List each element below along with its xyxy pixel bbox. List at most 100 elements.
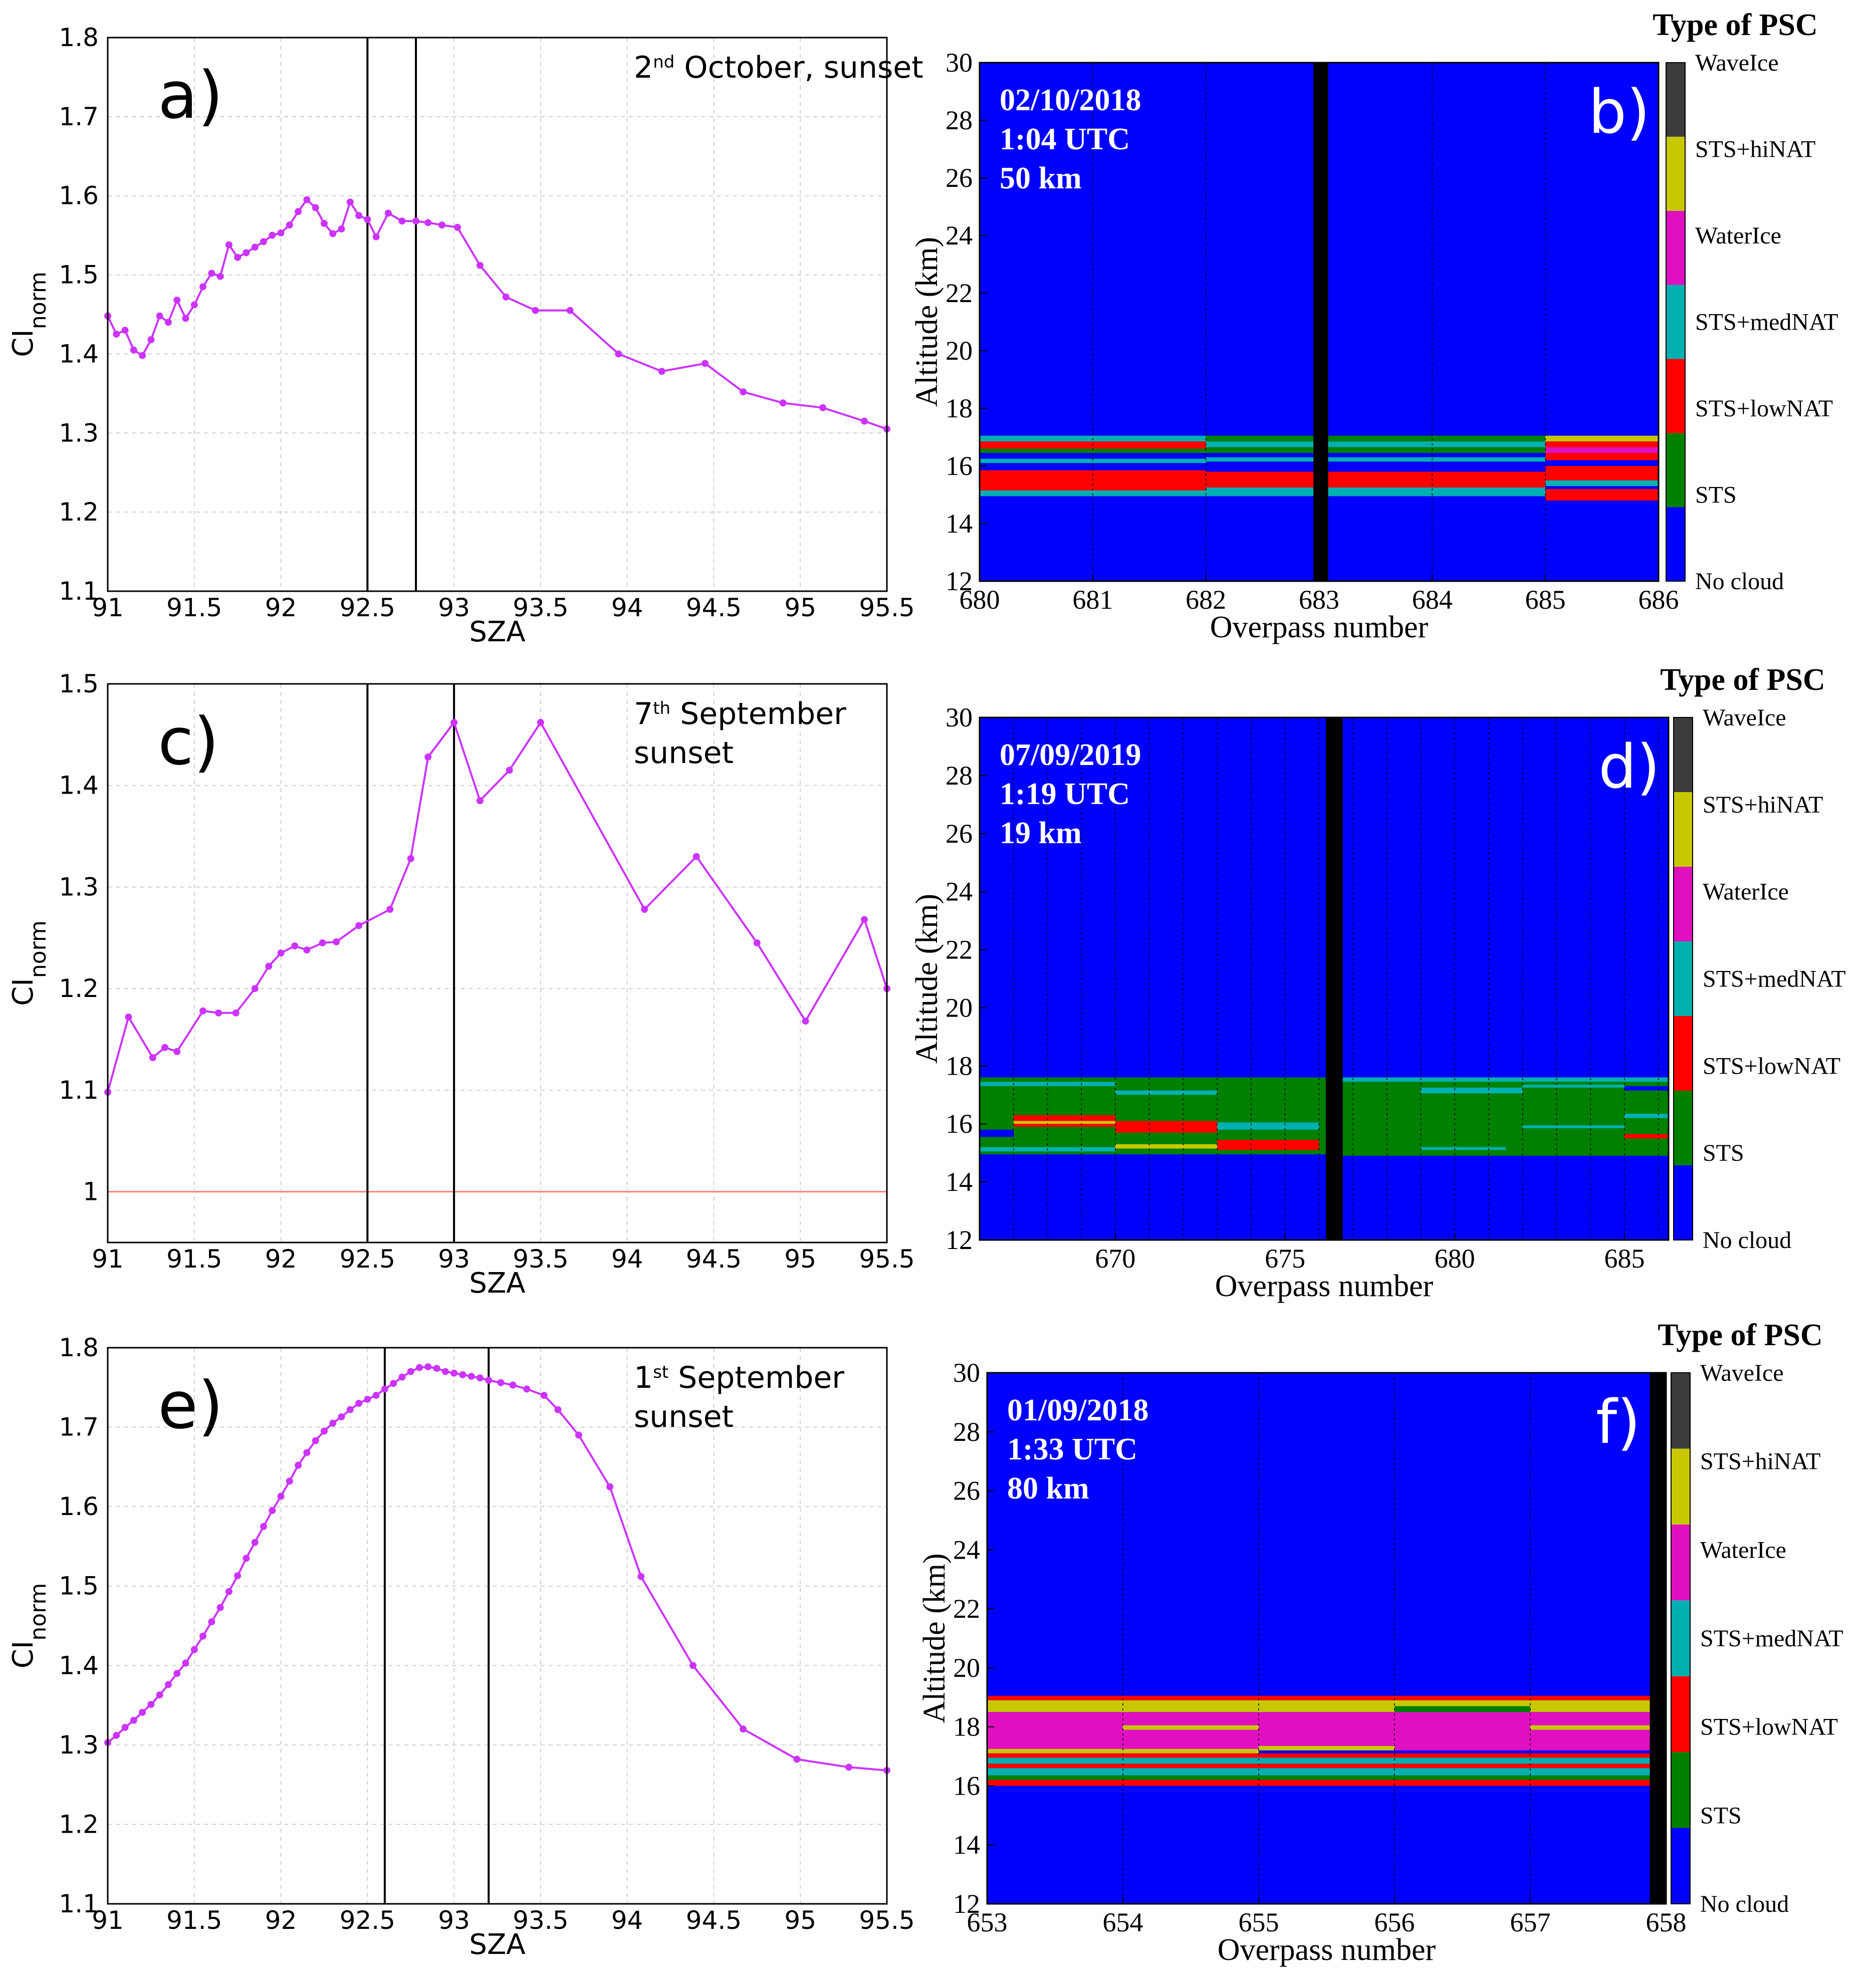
y-tick-label: 20 [946, 336, 973, 366]
y-tick-label: 1.4 [59, 339, 99, 368]
data-point [277, 229, 285, 236]
x-tick-label: 91.5 [166, 1245, 222, 1274]
y-tick-label: 16 [953, 1771, 980, 1801]
colorbar-segment [1666, 507, 1685, 581]
data-point [438, 221, 445, 229]
y-tick-label: 28 [953, 1417, 980, 1447]
cloud-layer-cell [1115, 1144, 1218, 1149]
cloud-layer-cell [980, 448, 1206, 453]
x-tick-label: 95.5 [859, 593, 914, 622]
x-tick-label: 92.5 [340, 1245, 395, 1274]
cloud-layer-cell [980, 490, 1206, 496]
data-point [606, 1483, 614, 1490]
data-point [312, 204, 319, 211]
selected-overpass-band [1650, 1373, 1666, 1904]
date-annotation: 1st September [634, 1360, 844, 1395]
data-point [497, 1379, 505, 1386]
y-tick-label: 1.3 [59, 1730, 99, 1760]
data-point [355, 922, 363, 929]
cloud-layer-cell [1259, 1746, 1394, 1751]
data-point [355, 1400, 363, 1407]
data-point [424, 753, 432, 761]
data-point [398, 217, 406, 225]
data-point [277, 949, 285, 957]
data-point [407, 1368, 414, 1375]
panel-letter: b) [1588, 78, 1650, 147]
colorbar-segment [1666, 210, 1685, 285]
data-point [476, 797, 484, 805]
y-tick-label: 1.5 [59, 1572, 99, 1601]
annotation-day: 2 [634, 50, 653, 85]
cloud-layer-cell [1206, 471, 1546, 488]
y-tick-label: 1.8 [59, 1333, 99, 1362]
cloud-layer-cell [1206, 435, 1546, 442]
data-point [182, 1659, 189, 1667]
colorbar-frame [1671, 1372, 1691, 1904]
y-axis-label: CInorm [7, 920, 51, 1006]
annotation-text: September [668, 1360, 844, 1395]
y-tick-label: 12 [946, 1225, 973, 1255]
data-point [412, 217, 420, 225]
x-tick-label: 93.5 [513, 1245, 568, 1274]
data-point [113, 1731, 120, 1739]
overpass-stamp-line: 1:19 UTC [1000, 777, 1130, 811]
cloud-layer-cell [1013, 1121, 1115, 1124]
y-axis-label-sub: norm [26, 272, 51, 329]
x-tick-label: 93.5 [513, 1906, 568, 1935]
data-point [753, 939, 761, 946]
colorbar-segment [1666, 285, 1685, 359]
data-point [802, 1018, 809, 1025]
y-tick-label: 1.3 [59, 418, 99, 447]
x-tick-label: 670 [1095, 1244, 1135, 1274]
x-tick-label: 92 [265, 593, 297, 622]
data-point [615, 350, 622, 358]
data-point [502, 293, 510, 301]
cloud-layer-cell [1624, 1086, 1669, 1091]
colorbar-segment [1674, 1091, 1693, 1165]
data-point [232, 1009, 240, 1017]
overpass-stamp-line: 50 km [1000, 161, 1082, 195]
x-tick-label: 95 [784, 1245, 816, 1274]
data-point [269, 1507, 276, 1515]
data-point [740, 388, 747, 396]
y-tick-label: 1 [83, 1177, 99, 1206]
colorbar-label: No cloud [1703, 1227, 1791, 1254]
x-tick-label: 686 [1639, 585, 1679, 615]
data-point [416, 1364, 423, 1371]
data-point [845, 1764, 852, 1771]
data-point [265, 962, 273, 970]
y-tick-label: 14 [946, 509, 973, 539]
data-point [372, 1392, 380, 1399]
panel-f-heatmap: 653 654 655 656 657 658 12 14 16 18 20 22 24 26 28 30 Ov… [917, 1318, 1843, 1967]
cloud-layer-cell [987, 1700, 1650, 1712]
colorbar-segment [1674, 1016, 1693, 1091]
x-tick-label: 655 [1239, 1907, 1279, 1937]
panel-d-heatmap: 670 675 680 685 12 14 16 18 20 22 24 26 28 30 Overpass… [910, 663, 1846, 1303]
y-tick-label: 1.2 [59, 498, 99, 527]
colorbar-title: Type of PSC [1653, 8, 1818, 42]
y-axis-label: Altitude (km) [917, 1553, 952, 1723]
panel-b-heatmap: 680 681 682 683 684 685 686 12 14 16 18 20 22 24 26 28 3… [910, 8, 1838, 644]
colorbar-segment [1674, 941, 1693, 1016]
data-point [243, 1555, 250, 1562]
cloud-layer-cell [1624, 1134, 1669, 1139]
y-tick-label: 20 [953, 1653, 980, 1683]
cloud-layer-cell [980, 1129, 1014, 1137]
data-point [260, 238, 267, 245]
data-point [164, 1681, 172, 1688]
data-point [113, 330, 120, 338]
cloud-layer-cell [1624, 1113, 1669, 1118]
data-point [173, 297, 181, 304]
y-tick-label: 1.2 [59, 1810, 99, 1839]
colorbar-label: STS+medNAT [1695, 309, 1838, 336]
colorbar-label: STS+lowNAT [1695, 395, 1833, 422]
colorbar-segment [1674, 1165, 1693, 1240]
data-point [216, 1604, 224, 1611]
overpass-stamp-line: 19 km [1000, 816, 1082, 850]
data-point [286, 1477, 293, 1485]
data-point [424, 1363, 432, 1371]
y-tick-label: 1.1 [59, 1889, 99, 1918]
y-tick-label: 1.2 [59, 974, 99, 1003]
data-point [861, 417, 868, 425]
annotation-line2: sunset [634, 1399, 734, 1434]
